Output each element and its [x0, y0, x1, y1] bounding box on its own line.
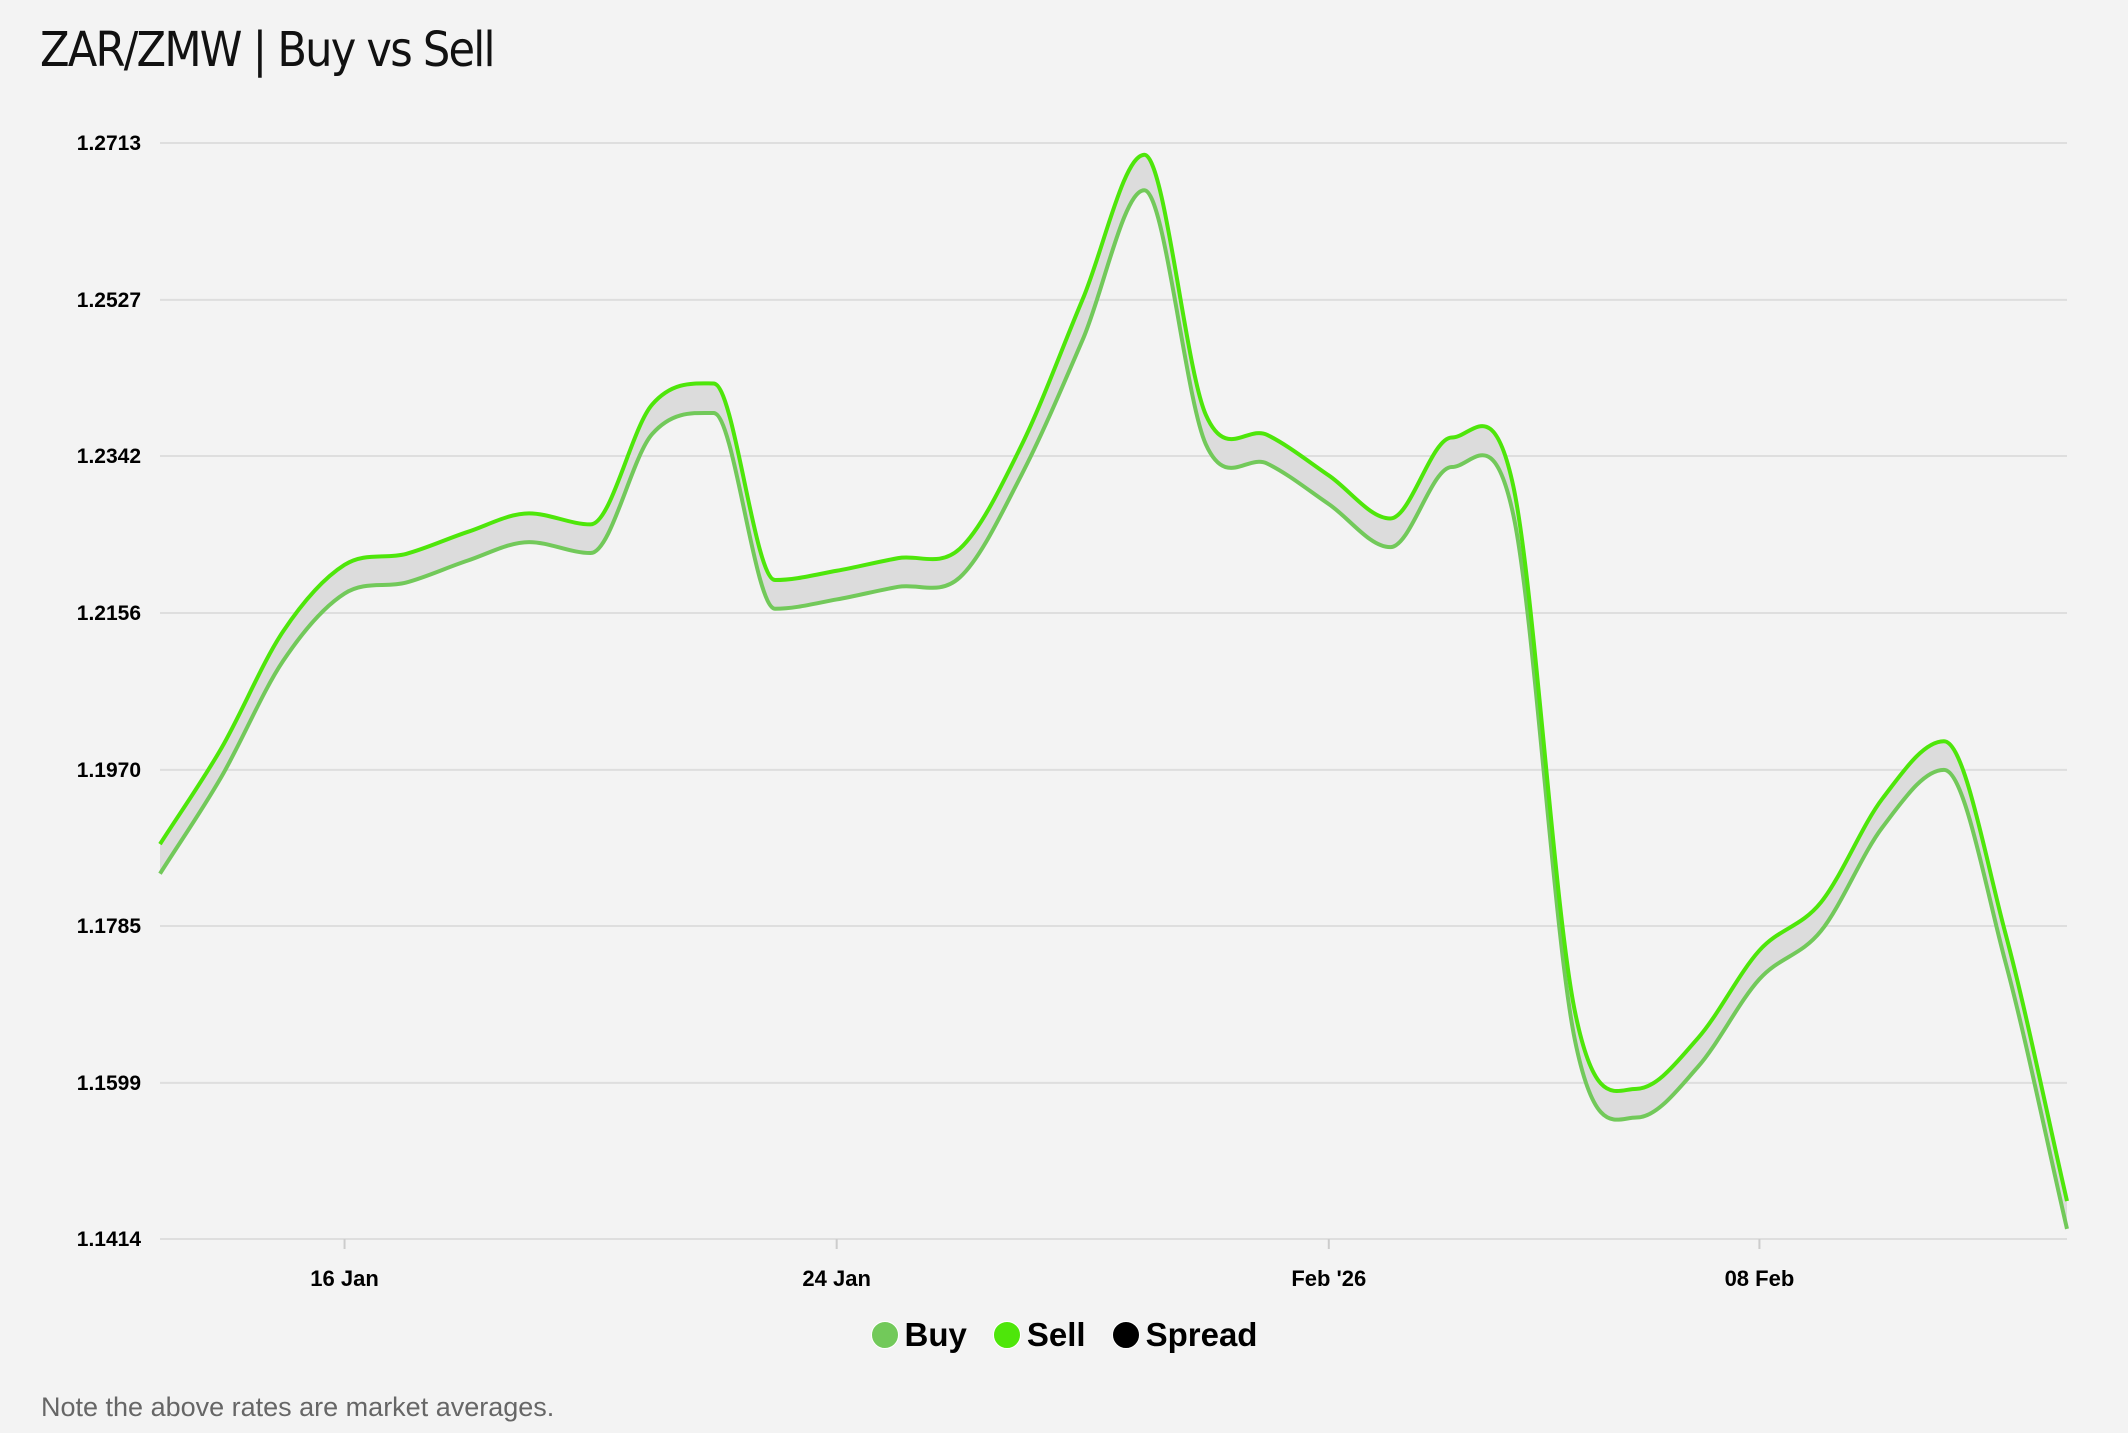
y-tick-label: 1.2156: [77, 602, 141, 625]
legend-label: Spread: [1145, 1316, 1258, 1353]
buy-line: [158, 188, 2069, 1230]
y-tick-label: 1.1970: [77, 759, 141, 782]
x-tick-label: 24 Jan: [802, 1266, 871, 1291]
x-tick-label: 16 Jan: [310, 1266, 379, 1291]
legend-marker: [1111, 1321, 1140, 1349]
y-tick-label: 1.1414: [77, 1228, 142, 1251]
y-tick-label: 1.1599: [77, 1072, 141, 1095]
legend: Buy Sell Spread: [0, 1316, 2128, 1354]
y-tick-label: 1.2713: [77, 132, 141, 155]
legend-marker: [870, 1321, 899, 1349]
legend-item-spread[interactable]: Spread: [1111, 1316, 1258, 1354]
x-tick-label: Feb '26: [1291, 1266, 1366, 1291]
legend-label: Buy: [904, 1316, 967, 1353]
sell-line: [158, 152, 2069, 1202]
y-tick-label: 1.1785: [77, 915, 142, 938]
legend-label: Sell: [1026, 1316, 1086, 1353]
legend-marker: [992, 1321, 1021, 1349]
footnote: Note the above rates are market averages…: [41, 1392, 555, 1422]
y-tick-label: 1.2527: [77, 289, 141, 312]
chart-area: 1.2713 1.2527 1.2342 1.2156 1.1970 1.1785 1.15…: [77, 132, 2069, 1291]
spread-area: [160, 154, 2067, 1229]
legend-item-buy[interactable]: Buy: [870, 1316, 967, 1354]
x-tick-label: 08 Feb: [1725, 1266, 1795, 1291]
legend-item-sell[interactable]: Sell: [992, 1316, 1086, 1354]
y-tick-label: 1.2342: [77, 445, 141, 468]
chart-title: ZAR/ZMW | Buy vs Sell: [40, 22, 495, 78]
